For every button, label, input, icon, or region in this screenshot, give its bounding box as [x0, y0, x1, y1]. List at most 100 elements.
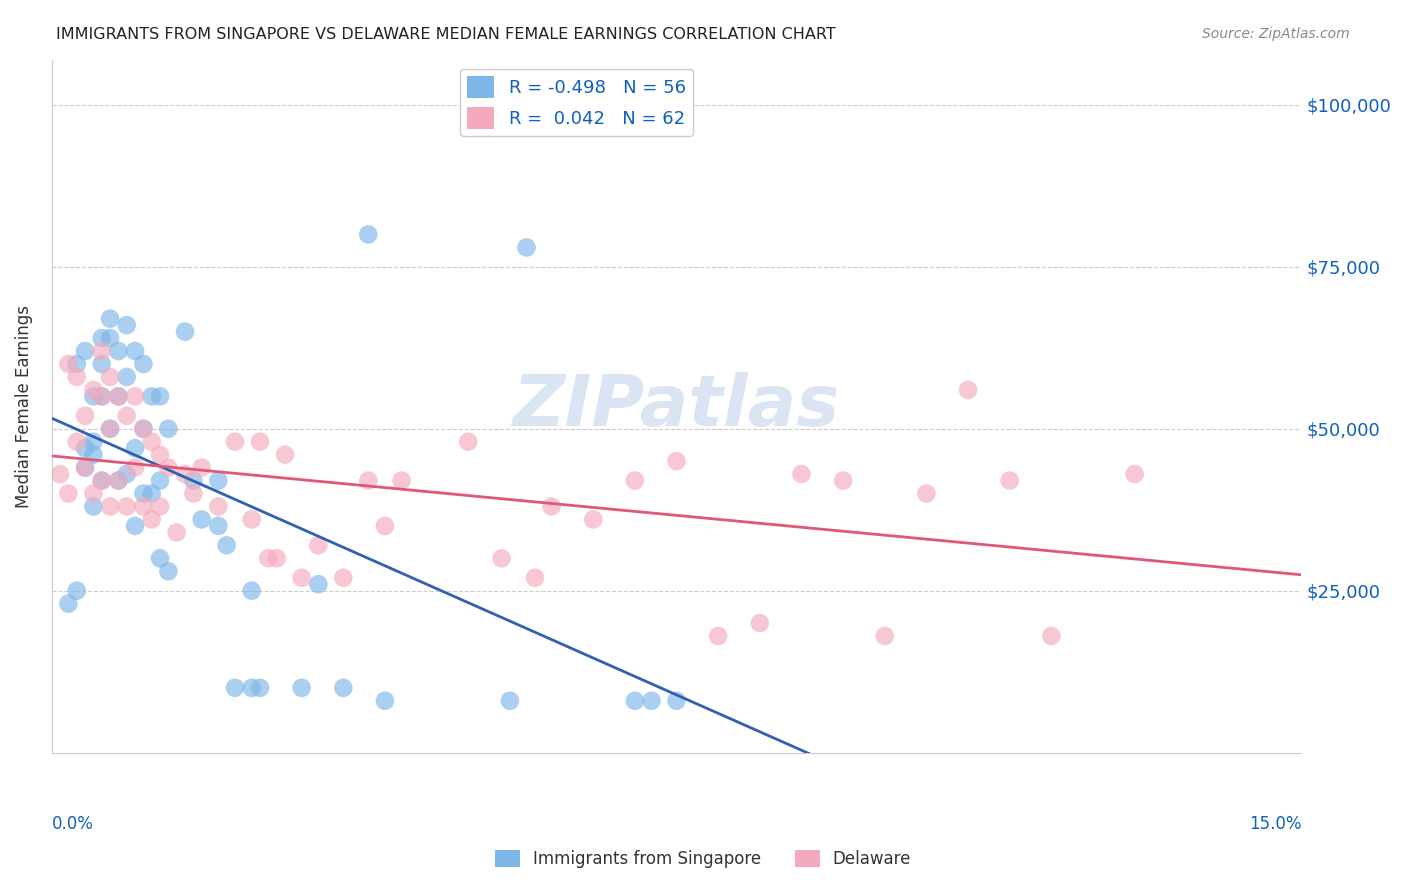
Point: [307, 538, 329, 552]
Point: [107, 474, 129, 488]
Point: [141, 389, 163, 403]
Point: [90, 357, 112, 371]
Legend: Immigrants from Singapore, Delaware: Immigrants from Singapore, Delaware: [488, 843, 918, 875]
Point: [132, 486, 155, 500]
Point: [124, 519, 146, 533]
Point: [157, 422, 180, 436]
Point: [90, 474, 112, 488]
Point: [98, 422, 121, 436]
Point: [98, 370, 121, 384]
Point: [82, 448, 104, 462]
Point: [915, 486, 938, 500]
Point: [58, 597, 80, 611]
Point: [624, 694, 647, 708]
Point: [391, 474, 413, 488]
Point: [82, 434, 104, 449]
Point: [149, 474, 172, 488]
Point: [107, 389, 129, 403]
Point: [75, 460, 97, 475]
Point: [207, 474, 229, 488]
Point: [149, 551, 172, 566]
Point: [157, 460, 180, 475]
Point: [66, 357, 89, 371]
Point: [190, 512, 212, 526]
Point: [374, 519, 396, 533]
Point: [707, 629, 730, 643]
Point: [58, 486, 80, 500]
Point: [240, 512, 263, 526]
Point: [224, 434, 246, 449]
Point: [266, 551, 288, 566]
Point: [124, 389, 146, 403]
Point: [90, 389, 112, 403]
Point: [90, 331, 112, 345]
Point: [257, 551, 280, 566]
Point: [58, 357, 80, 371]
Point: [790, 467, 813, 481]
Point: [1123, 467, 1146, 481]
Point: [665, 454, 688, 468]
Point: [274, 448, 297, 462]
Point: [1040, 629, 1063, 643]
Point: [332, 571, 354, 585]
Point: [124, 441, 146, 455]
Point: [240, 583, 263, 598]
Point: [207, 500, 229, 514]
Point: [66, 583, 89, 598]
Point: [107, 389, 129, 403]
Point: [457, 434, 479, 449]
Point: [66, 370, 89, 384]
Point: [499, 694, 522, 708]
Point: [98, 500, 121, 514]
Point: [374, 694, 396, 708]
Point: [832, 474, 855, 488]
Point: [75, 441, 97, 455]
Point: [207, 519, 229, 533]
Point: [90, 344, 112, 359]
Point: [291, 571, 314, 585]
Point: [141, 486, 163, 500]
Point: [174, 467, 197, 481]
Point: [873, 629, 896, 643]
Point: [215, 538, 238, 552]
Point: [132, 500, 155, 514]
Point: [132, 422, 155, 436]
Point: [149, 389, 172, 403]
Point: [332, 681, 354, 695]
Text: 0.0%: 0.0%: [52, 815, 94, 833]
Point: [998, 474, 1021, 488]
Point: [124, 344, 146, 359]
Text: 15.0%: 15.0%: [1249, 815, 1302, 833]
Point: [98, 311, 121, 326]
Point: [183, 486, 205, 500]
Point: [115, 318, 138, 333]
Point: [90, 389, 112, 403]
Point: [224, 681, 246, 695]
Text: Source: ZipAtlas.com: Source: ZipAtlas.com: [1202, 27, 1350, 41]
Point: [240, 681, 263, 695]
Point: [190, 460, 212, 475]
Point: [183, 474, 205, 488]
Point: [665, 694, 688, 708]
Point: [249, 434, 271, 449]
Point: [98, 422, 121, 436]
Y-axis label: Median Female Earnings: Median Female Earnings: [15, 304, 32, 508]
Point: [115, 370, 138, 384]
Point: [149, 448, 172, 462]
Point: [157, 564, 180, 578]
Point: [141, 512, 163, 526]
Point: [75, 344, 97, 359]
Point: [249, 681, 271, 695]
Point: [291, 681, 314, 695]
Point: [132, 357, 155, 371]
Point: [82, 500, 104, 514]
Point: [49, 467, 72, 481]
Point: [624, 474, 647, 488]
Legend: R = -0.498   N = 56, R =  0.042   N = 62: R = -0.498 N = 56, R = 0.042 N = 62: [460, 69, 693, 136]
Text: ZIPatlas: ZIPatlas: [513, 372, 841, 441]
Point: [957, 383, 980, 397]
Point: [748, 615, 770, 630]
Point: [107, 474, 129, 488]
Point: [115, 467, 138, 481]
Point: [141, 434, 163, 449]
